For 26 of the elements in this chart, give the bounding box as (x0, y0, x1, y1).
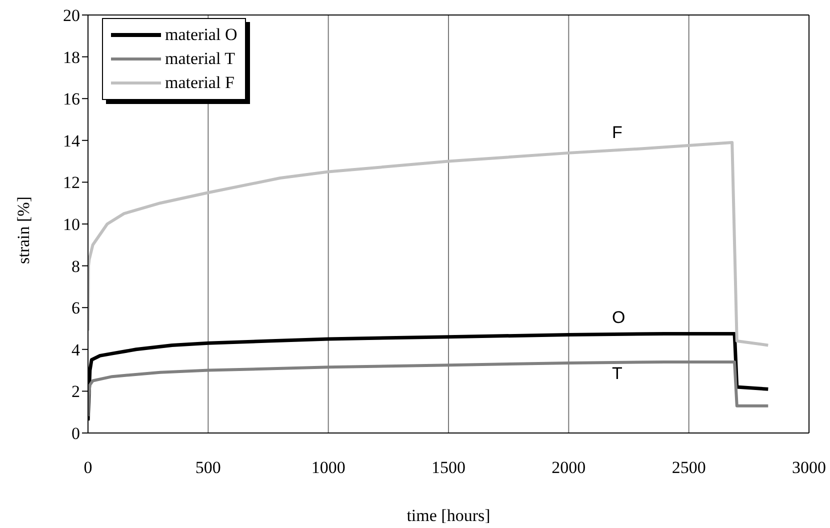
y-tick-label: 20 (63, 6, 80, 26)
x-tick-label: 3000 (792, 458, 826, 478)
legend-label: material O (165, 24, 238, 46)
legend-label: material F (165, 72, 234, 94)
annotation: F (612, 123, 622, 143)
x-axis-title: time [hours] (406, 506, 490, 525)
y-tick-label: 14 (63, 131, 80, 150)
y-tick-label: 10 (63, 215, 80, 234)
x-tick-label: 1000 (311, 458, 346, 478)
y-tick-label: 18 (63, 48, 80, 67)
annotation: T (612, 364, 622, 384)
y-tick-label: 0 (72, 424, 80, 444)
y-tick-label: 4 (72, 340, 80, 360)
legend-label: material T (165, 48, 236, 70)
y-tick-label: 2 (72, 382, 80, 402)
x-tick-label: 0 (84, 458, 92, 478)
y-axis-title: strain [%] (14, 196, 34, 264)
x-tick-label: 2500 (672, 458, 706, 478)
y-tick-label: 8 (72, 256, 80, 276)
y-tick-label: 16 (63, 90, 80, 109)
annotation: O (612, 308, 626, 328)
y-tick-label: 6 (72, 298, 80, 318)
x-tick-label: 500 (195, 458, 221, 478)
y-tick-label: 12 (63, 173, 80, 192)
x-tick-label: 2000 (552, 458, 586, 478)
x-tick-label: 1500 (432, 458, 466, 478)
